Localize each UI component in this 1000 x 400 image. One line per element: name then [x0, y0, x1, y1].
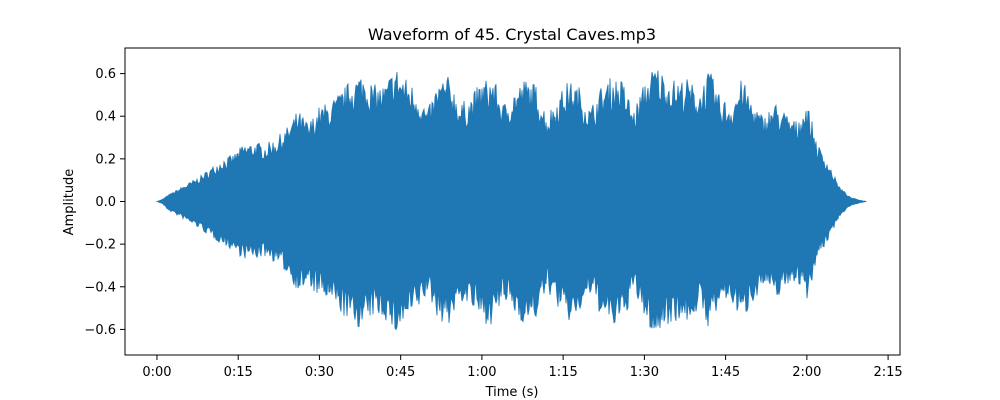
x-tick-label: 0:00 — [142, 365, 171, 380]
x-tick-label: 1:00 — [467, 365, 496, 380]
x-tick-label: 1:15 — [549, 365, 578, 380]
x-tick-label: 2:15 — [873, 365, 902, 380]
x-tick-label: 1:30 — [630, 365, 659, 380]
x-tick-label: 1:45 — [711, 365, 740, 380]
waveform-layer — [155, 70, 867, 331]
x-axis-label: Time (s) — [485, 385, 539, 400]
x-tick-label: 0:30 — [305, 365, 334, 380]
x-axis-ticks: 0:00 0:15 0:30 0:45 1:00 1:15 1:30 1:45 2:00 2:15 — [142, 355, 903, 380]
y-tick-label: −0.4 — [84, 280, 116, 295]
y-tick-label: −0.2 — [84, 238, 116, 253]
y-tick-label: 0.4 — [95, 110, 116, 125]
x-tick-label: 0:15 — [224, 365, 253, 380]
chart-title: Waveform of 45. Crystal Caves.mp3 — [368, 25, 656, 44]
x-tick-label: 0:45 — [386, 365, 415, 380]
y-tick-label: −0.6 — [84, 323, 116, 338]
y-tick-label: 0.0 — [95, 195, 116, 210]
y-axis-label: Amplitude — [62, 169, 77, 236]
waveform-series — [155, 70, 867, 331]
y-tick-label: 0.6 — [95, 67, 116, 82]
y-tick-label: 0.2 — [95, 152, 116, 167]
x-tick-label: 2:00 — [792, 365, 821, 380]
y-axis-ticks: 0.6 0.4 0.2 0.0 −0.2 −0.4 −0.6 — [84, 67, 125, 338]
